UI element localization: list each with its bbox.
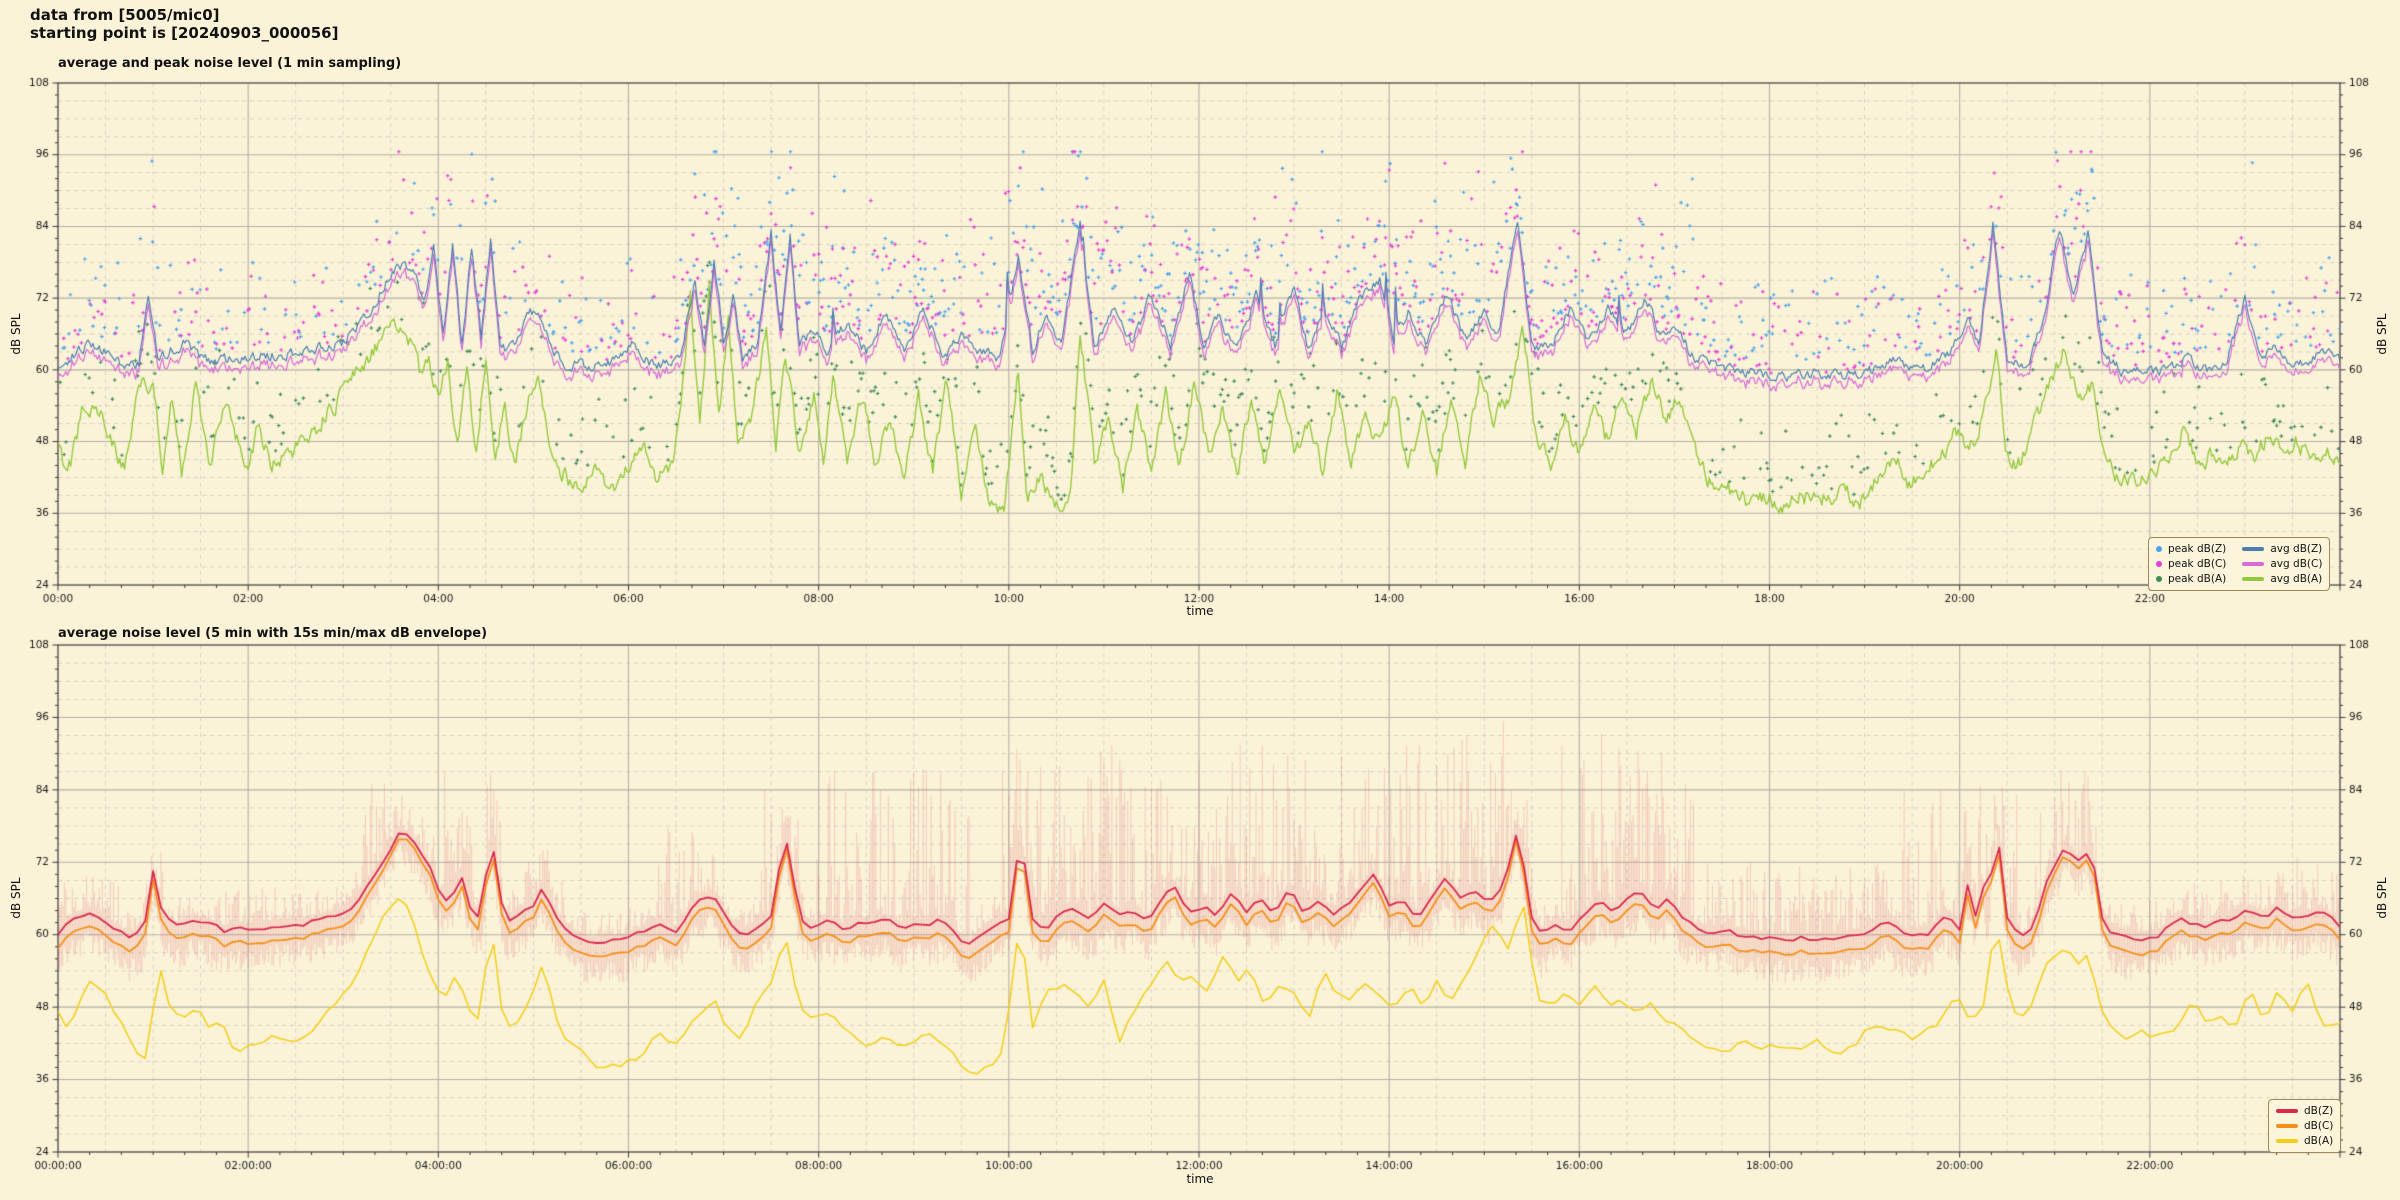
legend-label: peak dB(A) [2168,573,2227,585]
legend-item: dB(A) [2276,1134,2333,1148]
legend-label: peak dB(Z) [2168,543,2227,555]
chart2-legend: dB(Z) dB(C) dB(A) [2268,1099,2342,1153]
legend-swatch-icon [2242,562,2265,566]
chart2-xlabel: time [1186,1172,1214,1186]
legend-swatch-icon [2156,576,2162,582]
legend-item: avg dB(Z) [2242,542,2322,556]
legend-label: avg dB(A) [2270,573,2323,585]
chart1-legend: peak dB(Z) peak dB(C) peak dB(A) avg dB(Z) a… [2148,537,2331,591]
legend-label: avg dB(Z) [2270,543,2323,555]
chart1-ylabel-left: dB SPL [9,313,23,355]
legend-label: peak dB(C) [2168,558,2227,570]
legend-item: dB(Z) [2276,1104,2333,1118]
legend-item: peak dB(A) [2156,572,2226,586]
chart2-ylabel-left: dB SPL [9,877,23,919]
legend-item: avg dB(C) [2242,557,2322,571]
legend-label: dB(A) [2304,1135,2334,1147]
chart1-title: average and peak noise level (1 min samp… [58,56,402,71]
legend-label: dB(C) [2304,1120,2334,1132]
legend-swatch-icon [2276,1109,2298,1113]
legend-swatch-icon [2276,1124,2298,1128]
legend-swatch-icon [2242,547,2265,551]
legend-swatch-icon [2242,577,2265,581]
legend-swatch-icon [2156,561,2162,567]
legend-item: peak dB(C) [2156,557,2226,571]
legend-item: peak dB(Z) [2156,542,2226,556]
legend-label: avg dB(C) [2270,558,2323,570]
legend-item: avg dB(A) [2242,572,2322,586]
chart2-title: average noise level (5 min with 15s min/… [58,626,488,641]
chart1-ylabel-right: dB SPL [2375,313,2389,355]
legend-label: dB(Z) [2304,1105,2334,1117]
legend-swatch-icon [2156,546,2162,552]
chart1-xlabel: time [1186,604,1214,618]
legend-item: dB(C) [2276,1119,2333,1133]
legend-swatch-icon [2276,1139,2298,1143]
chart2-ylabel-right: dB SPL [2375,877,2389,919]
